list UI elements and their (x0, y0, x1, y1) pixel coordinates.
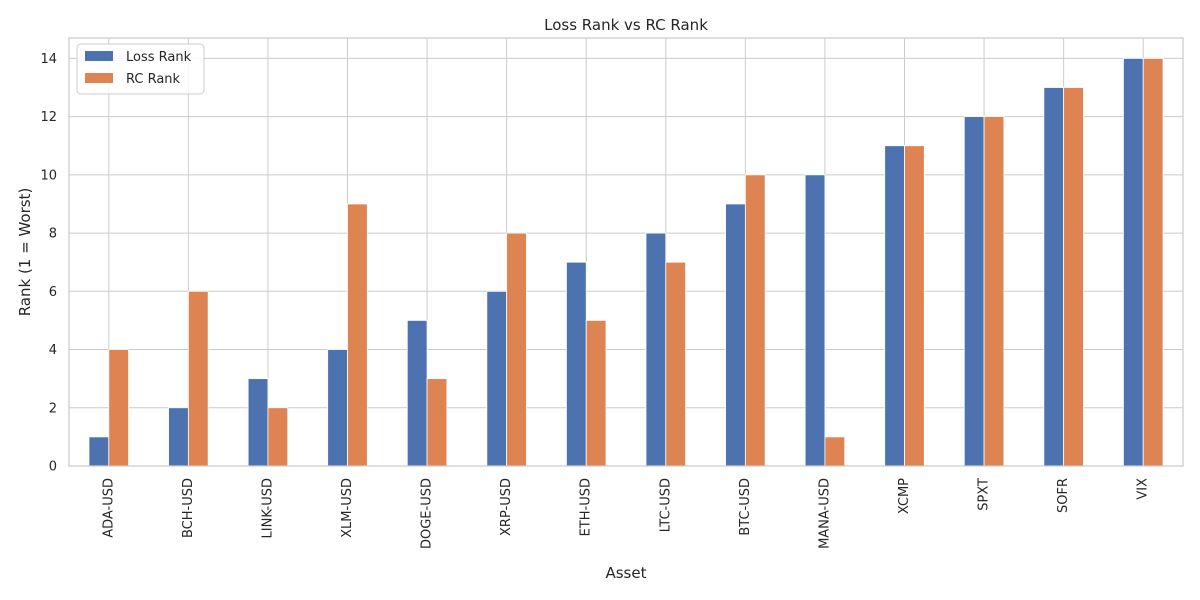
x-tick-label: DOGE-USD (420, 478, 435, 549)
legend: Loss Rank RC Rank (76, 43, 205, 95)
x-tick-label: BTC-USD (738, 478, 753, 536)
bar-rc-rank (1142, 57, 1164, 467)
x-tick-label: XRP-USD (499, 478, 514, 536)
bar-loss-rank (247, 378, 269, 467)
bar-rc-rank (744, 174, 766, 467)
x-axis-label: Asset (605, 564, 646, 582)
bar-loss-rank (327, 349, 348, 467)
bar-loss-rank (168, 407, 189, 467)
bar-rc-rank (267, 407, 289, 467)
bar-rc-rank (585, 320, 607, 467)
chart-title: Loss Rank vs RC Rank (544, 16, 708, 34)
legend-label: RC Rank (126, 72, 181, 87)
bar-loss-rank (804, 174, 826, 467)
bar-loss-rank (88, 436, 110, 467)
ticks-layer: 0 2 4 6 8 10 12 14 ADA-USD BCH-USD LINK-USD XLM-USD… (40, 52, 1150, 549)
y-tick-label: 4 (49, 343, 57, 358)
legend-swatch (85, 51, 113, 61)
y-tick-label: 8 (49, 227, 57, 242)
bar-rc-rank (347, 203, 368, 467)
bar-loss-rank (406, 320, 428, 467)
x-tick-label: BCH-USD (181, 478, 196, 538)
y-tick-label: 2 (49, 401, 57, 416)
x-tick-label: SPXT (977, 478, 992, 511)
x-tick-label: XCMP (897, 478, 912, 514)
bar-rc-rank (506, 232, 527, 467)
legend-label: Loss Rank (126, 50, 192, 65)
bar-loss-rank (884, 145, 905, 467)
x-tick-label: MANA-USD (817, 478, 832, 549)
x-tick-label: LINK-USD (260, 478, 275, 538)
y-tick-label: 6 (49, 285, 57, 300)
y-tick-label: 14 (40, 52, 57, 67)
bar-rc-rank (426, 378, 448, 467)
bar-loss-rank (725, 203, 746, 467)
legend-swatch (85, 73, 113, 83)
bar-rc-rank (665, 261, 686, 467)
bars-layer (88, 57, 1164, 467)
y-tick-label: 12 (40, 110, 57, 125)
x-tick-label: LTC-USD (658, 478, 673, 532)
bar-loss-rank (486, 290, 508, 467)
x-tick-label: VIX (1136, 478, 1151, 500)
bar-rc-rank (983, 116, 1005, 467)
bar-rc-rank (904, 145, 925, 467)
y-axis-label: Rank (1 = Worst) (16, 188, 34, 317)
x-tick-label: ETH-USD (579, 478, 594, 536)
bar-rc-rank (824, 436, 846, 467)
y-tick-label: 0 (49, 460, 57, 475)
x-tick-label: XLM-USD (340, 478, 355, 538)
bar-loss-rank (645, 232, 667, 467)
bar-loss-rank (1123, 57, 1144, 467)
x-tick-label: ADA-USD (101, 478, 116, 538)
bar-loss-rank (963, 116, 985, 467)
grid-layer (69, 38, 1183, 467)
bar-rc-rank (108, 349, 129, 467)
bar-loss-rank (566, 261, 587, 467)
plot-frame (68, 37, 1184, 467)
y-tick-label: 10 (40, 168, 57, 183)
bar-rc-rank (187, 290, 209, 467)
bar-rc-rank (1063, 87, 1084, 467)
x-tick-label: SOFR (1056, 478, 1071, 513)
bar-loss-rank (1043, 87, 1065, 467)
